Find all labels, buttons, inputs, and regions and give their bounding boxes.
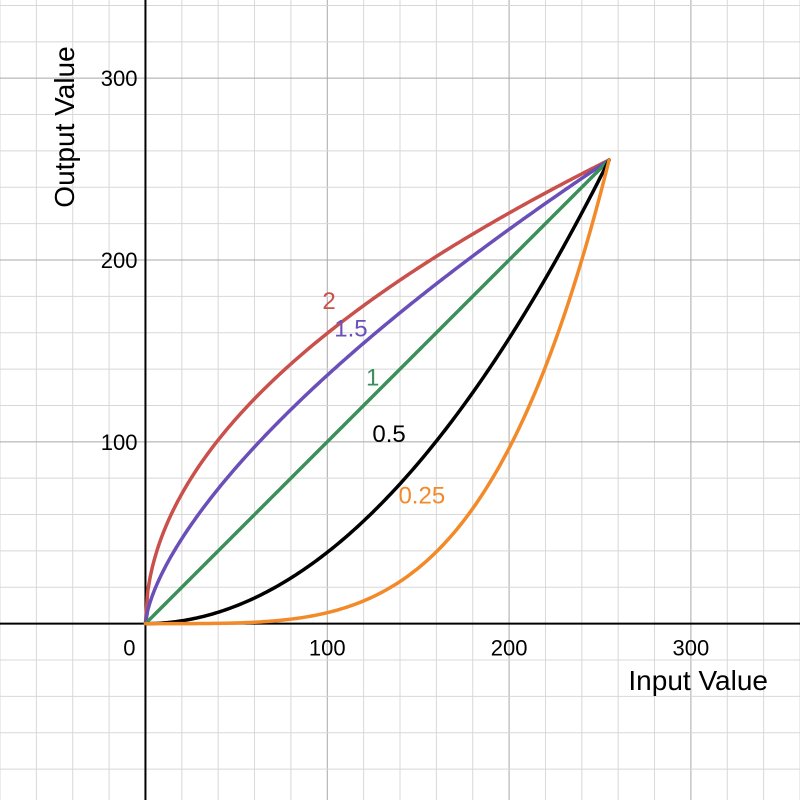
series-line-gamma-0_25 — [143, 158, 611, 626]
x-tick-label: 100 — [309, 636, 346, 661]
curve-labels: 21.5 1 0.5 0.25 — [322, 288, 445, 510]
series-line-gamma-2 — [143, 158, 611, 626]
series-line-gamma-1_5 — [143, 158, 611, 626]
tick-labels: 0 100 200 300 100 200 300 — [101, 66, 710, 660]
series-line-gamma-0_5 — [143, 158, 611, 626]
y-tick-label: 200 — [101, 248, 138, 273]
y-axis-title: Output Value — [49, 46, 80, 207]
curves — [143, 158, 611, 626]
series-label-gamma-0_25: 0.25 — [398, 483, 445, 510]
x-tick-label: 0 — [123, 636, 135, 661]
x-tick-label: 300 — [673, 636, 710, 661]
y-tick-label: 300 — [101, 66, 138, 91]
series-label-gamma-1_5: 1.5 — [334, 315, 367, 342]
x-tick-label: 200 — [491, 636, 528, 661]
series-label-gamma-0_5: 0.5 — [372, 421, 405, 448]
y-tick-label: 100 — [101, 430, 138, 455]
series-label-gamma-2: 2 — [322, 288, 335, 315]
series-label-gamma-1: 1 — [366, 364, 379, 391]
x-axis-title: Input Value — [628, 665, 768, 696]
series-line-gamma-1 — [143, 158, 611, 626]
